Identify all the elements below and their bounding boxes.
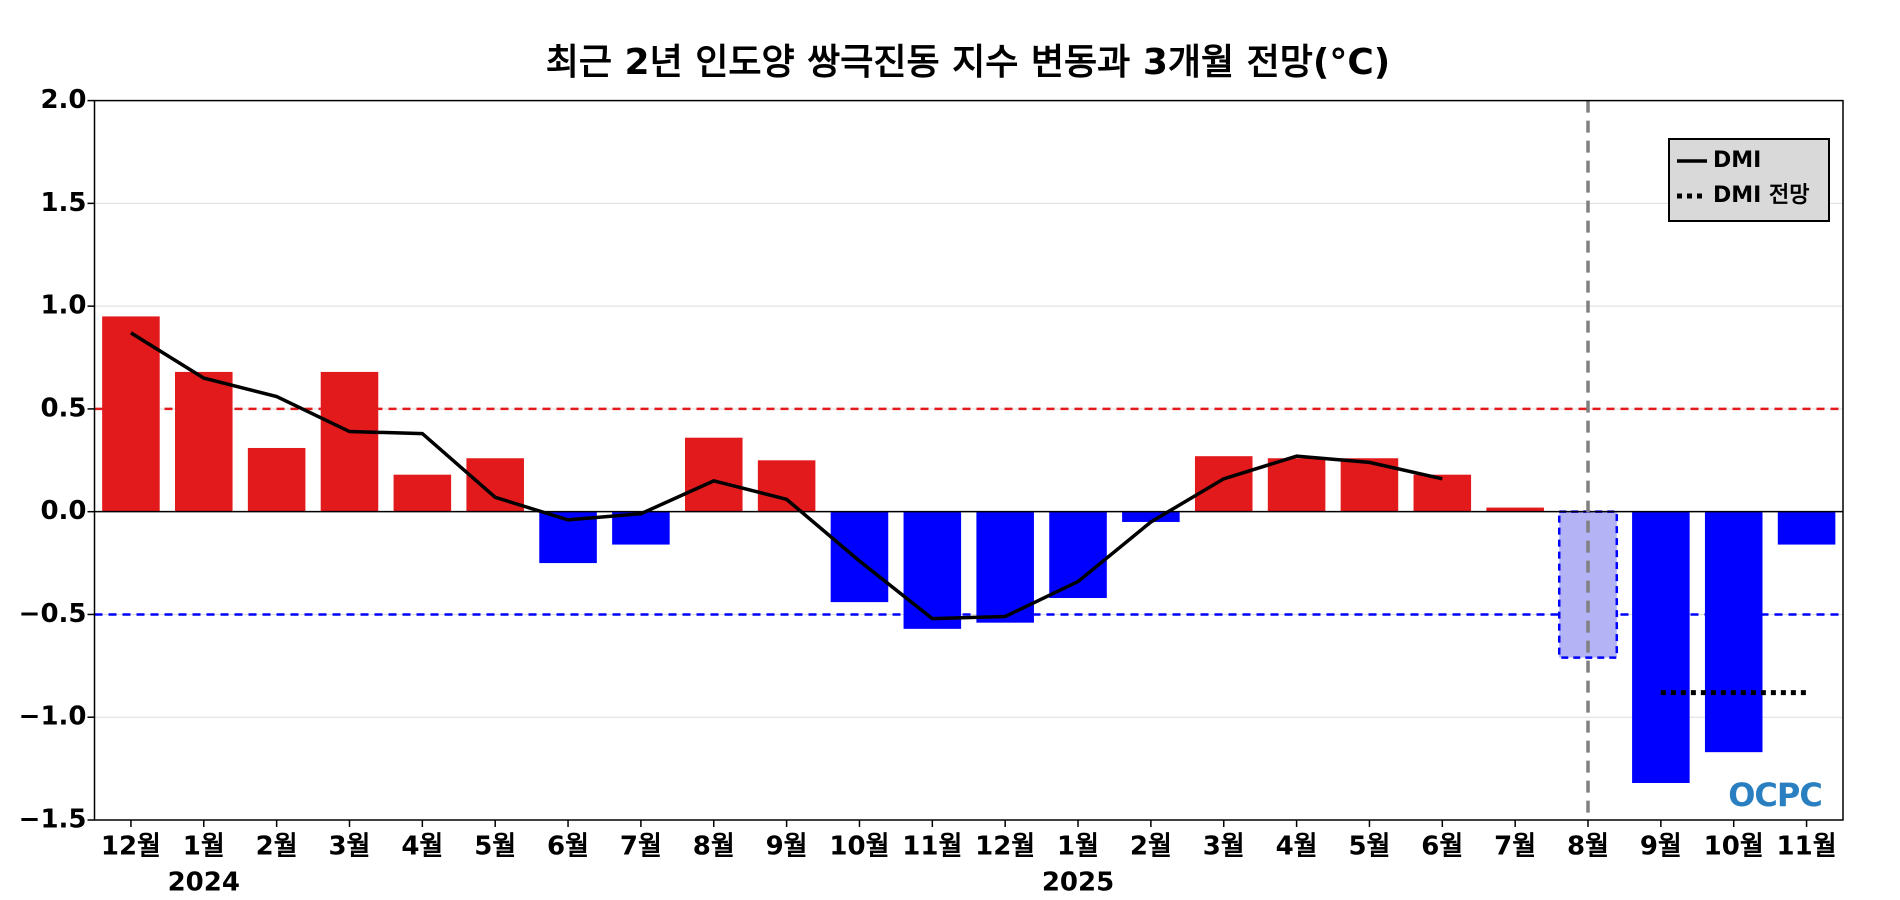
- bar: [1413, 474, 1472, 512]
- x-tick-label: 4월: [401, 832, 443, 862]
- bar: [175, 371, 233, 512]
- year-label: 2024: [168, 868, 240, 898]
- y-tick-label: −0.5: [19, 599, 87, 629]
- x-tick-label: 11월: [1777, 832, 1837, 862]
- legend-label: DMI 전망: [1713, 183, 1809, 208]
- line-series: [130, 331, 1443, 621]
- x-tick-label: 10월: [829, 832, 889, 862]
- bar: [684, 437, 743, 512]
- x-tick-label: 2월: [1130, 832, 1172, 862]
- bar: [1194, 456, 1253, 512]
- x-tick-label: 2월: [256, 832, 298, 862]
- logo: OCPC: [1728, 776, 1822, 814]
- bar: [393, 474, 452, 512]
- x-tick-label: 3월: [1203, 832, 1245, 862]
- bar: [976, 511, 1034, 623]
- bar: [247, 447, 306, 512]
- y-tick-label: 1.0: [40, 291, 86, 321]
- x-tick-label: 4월: [1276, 832, 1318, 862]
- x-tick-label: 12월: [101, 832, 161, 862]
- legend-label: DMI: [1713, 148, 1761, 173]
- y-tick-label: −1.5: [19, 805, 87, 835]
- bar: [830, 511, 889, 603]
- y-tick-label: 1.5: [40, 188, 86, 218]
- chart-title: 최근 2년 인도양 쌍극진동 지수 변동과 3개월 전망(°C): [546, 42, 1390, 83]
- bar: [1486, 507, 1544, 512]
- x-tick-label: 5월: [474, 832, 516, 862]
- x-tick-label: 5월: [1348, 832, 1390, 862]
- x-tick-label: 12월: [975, 832, 1035, 862]
- y-tick-label: 2.0: [40, 85, 86, 115]
- bar: [903, 511, 962, 629]
- bar: [612, 511, 670, 545]
- x-tick-label: 11월: [902, 832, 962, 862]
- x-tick-label: 8월: [693, 832, 735, 862]
- x-tick-label: 6월: [547, 832, 589, 862]
- y-tick-label: −1.0: [19, 702, 87, 732]
- x-tick-label: 9월: [1640, 832, 1682, 862]
- bar: [757, 460, 816, 512]
- legend-box: [1668, 138, 1830, 222]
- y-tick-label: 0.0: [40, 496, 86, 526]
- bar: [1632, 511, 1690, 784]
- x-tick-label: 8월: [1567, 832, 1609, 862]
- plot-frame: [93, 99, 1844, 821]
- x-tick-label: 9월: [766, 832, 808, 862]
- x-tick-label: 3월: [328, 832, 370, 862]
- bar: [1122, 511, 1180, 522]
- bar: [1267, 458, 1326, 512]
- year-label: 2025: [1042, 868, 1114, 898]
- bar: [1049, 511, 1107, 599]
- bar: [320, 371, 379, 512]
- x-tick-label: 10월: [1704, 832, 1764, 862]
- x-tick-label: 7월: [1494, 832, 1536, 862]
- x-tick-label: 1월: [183, 832, 225, 862]
- y-tick-label: 0.5: [40, 393, 86, 423]
- x-tick-label: 7월: [620, 832, 662, 862]
- x-tick-label: 1월: [1057, 832, 1099, 862]
- bar: [1777, 511, 1836, 545]
- bar: [1704, 511, 1763, 753]
- bar: [102, 316, 160, 512]
- x-tick-label: 6월: [1421, 832, 1463, 862]
